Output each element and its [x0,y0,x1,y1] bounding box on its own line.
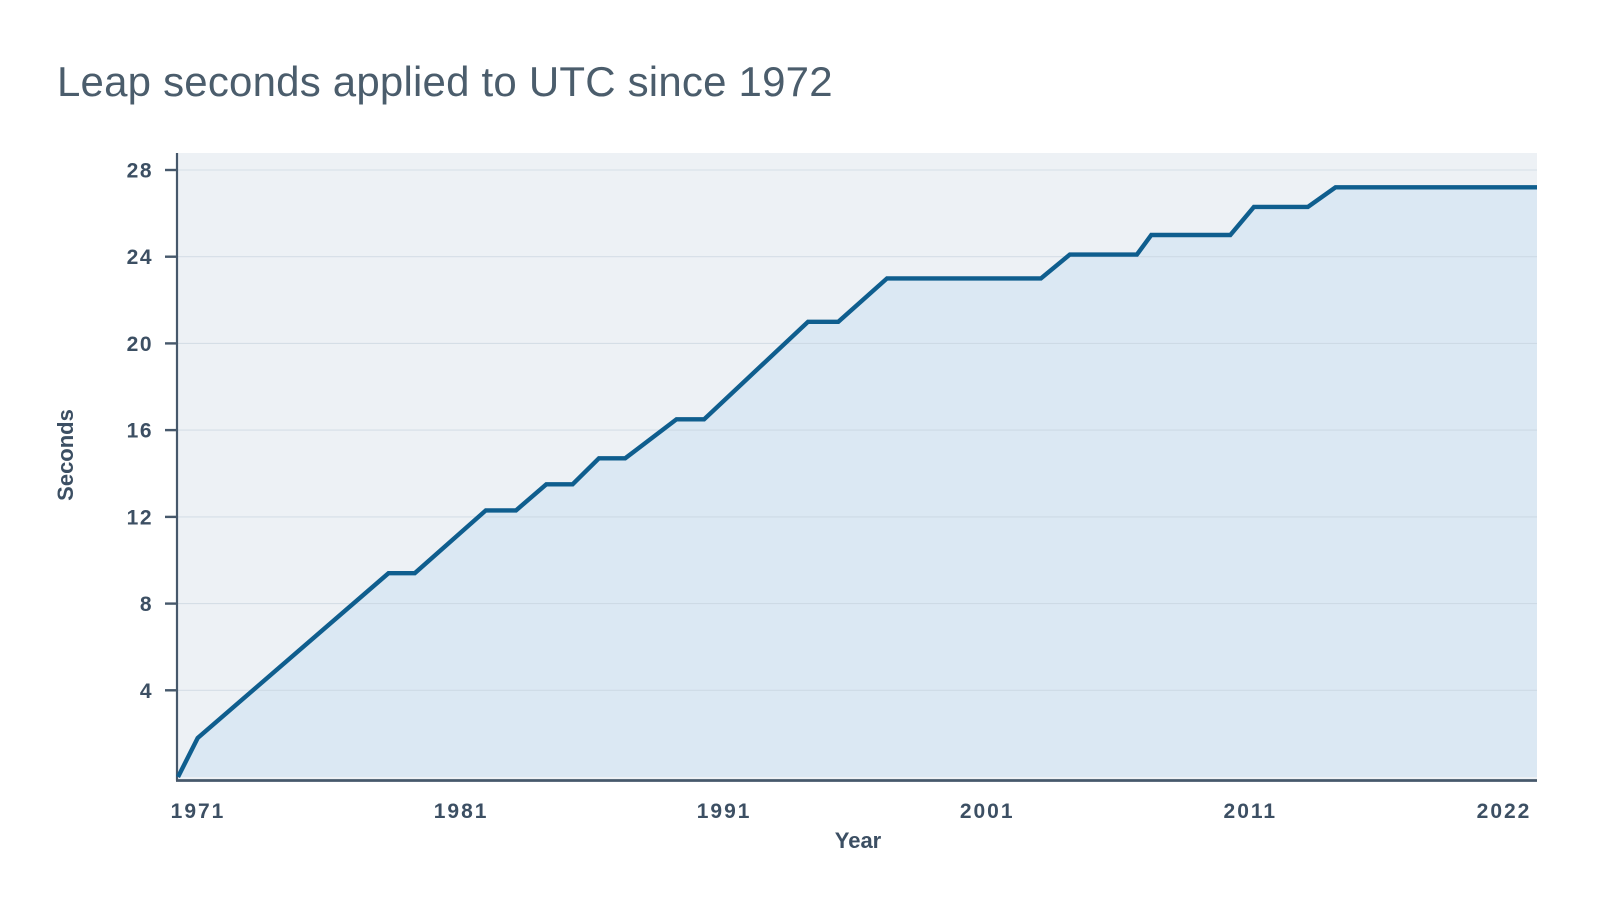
leap-seconds-line [176,185,1537,778]
y-axis-title: Seconds [53,409,78,501]
y-tick-label: 8 [140,593,153,616]
leap-seconds-area [178,187,1537,778]
x-tick-label: 1991 [697,800,752,823]
x-tick-label: 2022 [1477,800,1532,823]
x-tick-label: 2001 [960,800,1015,823]
x-tick-label: 1971 [171,800,226,823]
y-tick-label: 12 [127,506,153,529]
y-tick-label: 28 [127,160,153,183]
area-fill-layer [178,187,1537,778]
y-gridlines-layer [178,169,1537,691]
x-tick-layer: 1971 1981 1991 2001 2011 2022 [171,800,1532,823]
y-tick-label: 20 [127,333,153,356]
x-tick-label: 2011 [1224,800,1278,823]
y-tick-layer: 4 8 12 16 20 24 28 [127,160,177,703]
data-line-layer [176,185,1537,778]
chart-title: Leap seconds applied to UTC since 1972 [57,58,833,105]
x-tick-label: 1981 [434,800,489,823]
x-axis-title: Year [835,828,882,853]
y-tick-label: 16 [127,420,153,443]
y-tick-label: 4 [140,680,153,703]
y-tick-label: 24 [127,246,153,269]
